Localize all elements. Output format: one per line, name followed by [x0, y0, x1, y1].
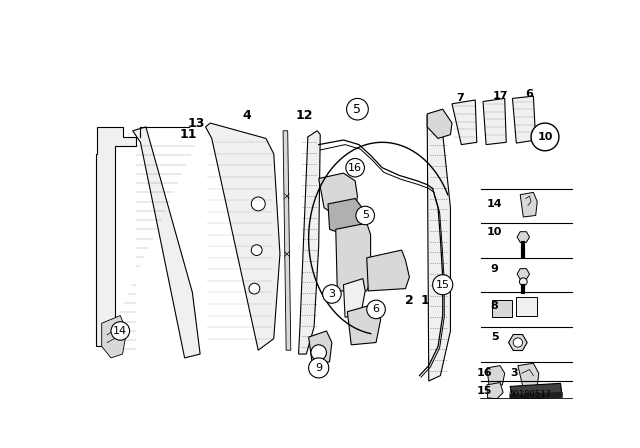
Polygon shape — [428, 109, 452, 138]
Text: 10: 10 — [538, 132, 553, 142]
Polygon shape — [132, 127, 200, 358]
Circle shape — [356, 206, 374, 225]
Polygon shape — [102, 315, 127, 358]
Text: 00180517: 00180517 — [508, 390, 551, 399]
Polygon shape — [283, 131, 291, 350]
Text: 12: 12 — [296, 109, 314, 122]
Polygon shape — [510, 383, 562, 397]
Circle shape — [111, 322, 130, 340]
Polygon shape — [487, 366, 505, 386]
Text: 5: 5 — [353, 103, 362, 116]
Polygon shape — [328, 198, 365, 237]
Text: 7: 7 — [456, 94, 463, 103]
Text: 2: 2 — [405, 293, 413, 307]
Circle shape — [347, 99, 368, 120]
Text: 1: 1 — [420, 293, 429, 307]
Circle shape — [311, 345, 326, 360]
Polygon shape — [483, 99, 506, 145]
Text: 13: 13 — [188, 116, 205, 129]
Circle shape — [323, 285, 341, 303]
Text: 14: 14 — [487, 199, 502, 209]
Circle shape — [249, 283, 260, 294]
Circle shape — [513, 338, 522, 347]
Polygon shape — [319, 173, 358, 220]
Polygon shape — [367, 250, 410, 291]
Polygon shape — [348, 304, 381, 345]
Text: 4: 4 — [243, 109, 251, 122]
Polygon shape — [510, 392, 562, 400]
Text: 6: 6 — [525, 89, 533, 99]
Text: 9: 9 — [315, 363, 323, 373]
Polygon shape — [520, 192, 537, 217]
Text: 9: 9 — [491, 264, 499, 274]
Polygon shape — [517, 269, 529, 279]
Polygon shape — [205, 123, 280, 350]
Text: 16: 16 — [348, 163, 362, 173]
Circle shape — [520, 278, 527, 285]
Polygon shape — [298, 131, 320, 354]
Polygon shape — [516, 297, 537, 315]
Text: 5: 5 — [491, 332, 499, 342]
Text: 15: 15 — [477, 386, 492, 396]
Polygon shape — [487, 383, 503, 399]
Polygon shape — [492, 300, 513, 317]
Polygon shape — [428, 112, 451, 381]
Polygon shape — [308, 331, 332, 366]
Polygon shape — [336, 223, 371, 291]
Circle shape — [308, 358, 329, 378]
Text: 8: 8 — [491, 302, 499, 311]
Circle shape — [433, 275, 452, 295]
Polygon shape — [95, 127, 136, 346]
Circle shape — [252, 197, 265, 211]
Circle shape — [367, 300, 385, 319]
Text: 11: 11 — [180, 128, 197, 141]
Polygon shape — [513, 96, 536, 143]
Circle shape — [346, 159, 364, 177]
Text: 17: 17 — [492, 91, 508, 101]
Text: 5: 5 — [362, 211, 369, 220]
Polygon shape — [452, 100, 477, 145]
Circle shape — [531, 123, 559, 151]
Polygon shape — [344, 279, 365, 317]
Text: 6: 6 — [372, 304, 380, 314]
Text: 14: 14 — [113, 326, 127, 336]
Polygon shape — [518, 363, 539, 389]
Circle shape — [252, 245, 262, 255]
Polygon shape — [517, 232, 529, 242]
Text: 15: 15 — [436, 280, 450, 290]
Polygon shape — [509, 335, 527, 350]
Text: 3: 3 — [510, 368, 518, 378]
Text: 16: 16 — [477, 368, 492, 378]
Text: 3: 3 — [328, 289, 335, 299]
Text: 10: 10 — [487, 228, 502, 237]
